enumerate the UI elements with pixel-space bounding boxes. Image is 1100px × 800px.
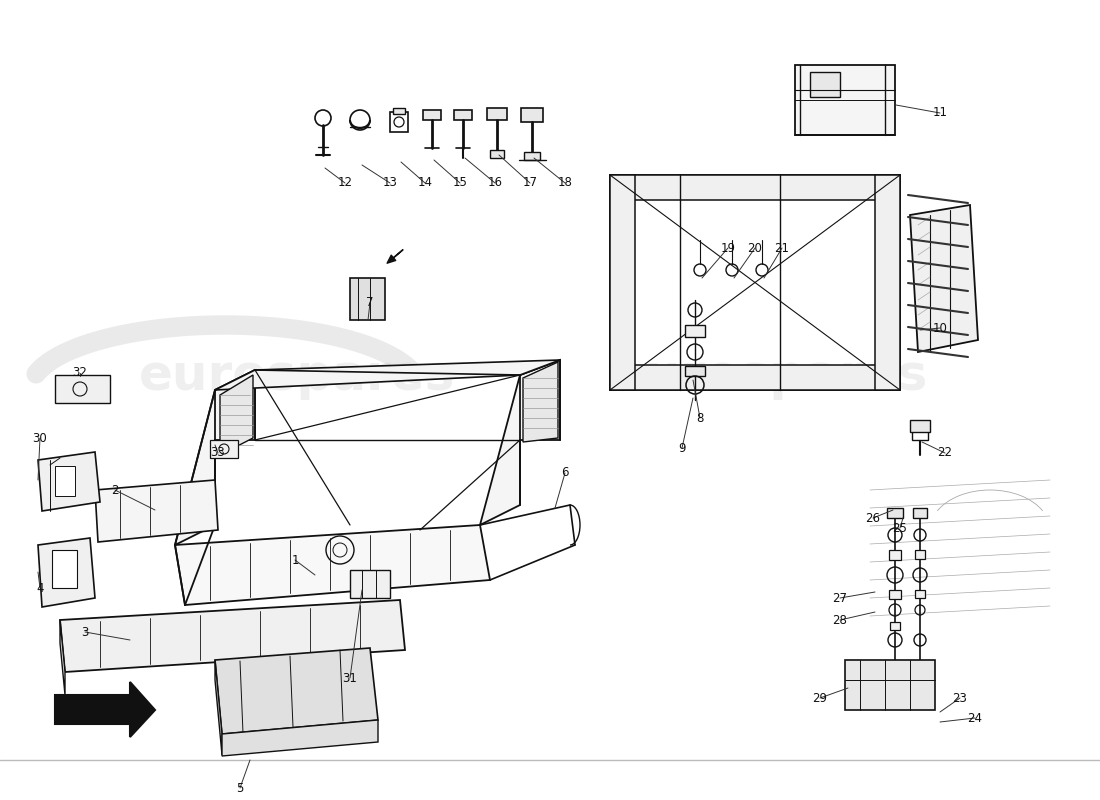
Bar bbox=[915, 550, 925, 559]
Bar bbox=[610, 175, 900, 200]
Bar bbox=[915, 590, 925, 598]
Polygon shape bbox=[60, 600, 405, 672]
Text: 12: 12 bbox=[338, 177, 352, 190]
Bar bbox=[912, 430, 928, 440]
Text: 14: 14 bbox=[418, 177, 432, 190]
Bar bbox=[913, 508, 927, 518]
Text: 31: 31 bbox=[342, 671, 358, 685]
Text: 21: 21 bbox=[774, 242, 790, 254]
Bar bbox=[521, 108, 543, 122]
Bar bbox=[887, 508, 903, 518]
Bar bbox=[810, 72, 840, 97]
Polygon shape bbox=[39, 538, 95, 607]
Text: eurospares: eurospares bbox=[612, 352, 928, 400]
Bar bbox=[350, 570, 390, 598]
Bar bbox=[55, 466, 75, 496]
FancyArrowPatch shape bbox=[387, 250, 403, 263]
Bar bbox=[393, 108, 405, 114]
Text: 25: 25 bbox=[892, 522, 907, 534]
Bar bbox=[890, 622, 900, 630]
Bar bbox=[610, 365, 900, 390]
Text: 18: 18 bbox=[558, 177, 572, 190]
Bar bbox=[685, 325, 705, 337]
Polygon shape bbox=[39, 452, 100, 511]
Text: 7: 7 bbox=[366, 297, 374, 310]
Text: 20: 20 bbox=[748, 242, 762, 254]
Bar bbox=[524, 152, 540, 160]
Text: 28: 28 bbox=[833, 614, 847, 626]
Bar bbox=[210, 440, 238, 458]
Polygon shape bbox=[55, 682, 155, 737]
Polygon shape bbox=[175, 370, 255, 545]
Bar bbox=[685, 366, 705, 376]
Text: 17: 17 bbox=[522, 177, 538, 190]
Polygon shape bbox=[214, 648, 378, 734]
Text: 9: 9 bbox=[679, 442, 685, 454]
Bar bbox=[910, 420, 930, 432]
Text: 5: 5 bbox=[236, 782, 244, 794]
Text: 3: 3 bbox=[81, 626, 89, 638]
Text: 30: 30 bbox=[33, 431, 47, 445]
Bar bbox=[889, 590, 901, 599]
Text: 33: 33 bbox=[210, 446, 225, 459]
Bar bbox=[52, 550, 77, 588]
Bar bbox=[490, 150, 504, 158]
Text: 1: 1 bbox=[292, 554, 299, 566]
Bar bbox=[795, 65, 895, 135]
Text: 8: 8 bbox=[696, 411, 704, 425]
Polygon shape bbox=[222, 720, 378, 756]
Text: 23: 23 bbox=[953, 691, 967, 705]
Bar bbox=[487, 108, 507, 120]
Text: 19: 19 bbox=[720, 242, 736, 254]
Bar bbox=[610, 175, 635, 390]
Bar bbox=[454, 110, 472, 120]
Bar bbox=[390, 112, 408, 132]
Bar bbox=[424, 110, 441, 120]
Polygon shape bbox=[175, 525, 490, 605]
Polygon shape bbox=[214, 360, 560, 390]
Text: 22: 22 bbox=[937, 446, 953, 459]
Text: 27: 27 bbox=[833, 591, 847, 605]
Text: 13: 13 bbox=[383, 177, 397, 190]
Polygon shape bbox=[220, 375, 253, 455]
Bar bbox=[55, 375, 110, 403]
Polygon shape bbox=[522, 362, 558, 442]
Text: eurospares: eurospares bbox=[139, 352, 455, 400]
Bar bbox=[845, 660, 935, 710]
Text: 29: 29 bbox=[813, 691, 827, 705]
Text: 16: 16 bbox=[487, 177, 503, 190]
Polygon shape bbox=[60, 620, 65, 695]
Bar bbox=[350, 278, 385, 320]
Polygon shape bbox=[910, 205, 978, 352]
Text: 4: 4 bbox=[36, 582, 44, 594]
Polygon shape bbox=[95, 480, 218, 542]
Polygon shape bbox=[214, 660, 222, 755]
Polygon shape bbox=[480, 360, 560, 525]
Text: 10: 10 bbox=[933, 322, 947, 334]
Text: 2: 2 bbox=[111, 483, 119, 497]
Text: 15: 15 bbox=[452, 177, 468, 190]
Text: 32: 32 bbox=[73, 366, 87, 379]
Text: 24: 24 bbox=[968, 711, 982, 725]
Text: 11: 11 bbox=[933, 106, 947, 119]
Text: 26: 26 bbox=[866, 511, 880, 525]
Text: 6: 6 bbox=[561, 466, 569, 479]
Bar bbox=[889, 550, 901, 560]
Bar bbox=[874, 175, 900, 390]
